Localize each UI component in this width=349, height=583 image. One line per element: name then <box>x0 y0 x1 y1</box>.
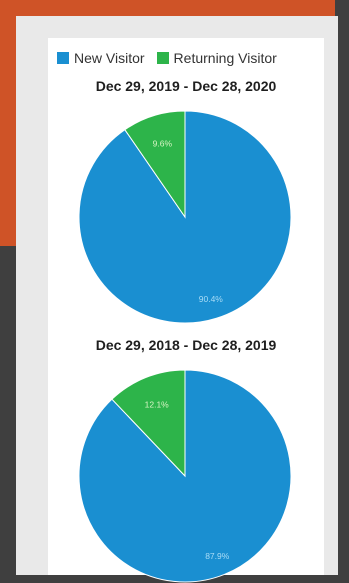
legend: New Visitor Returning Visitor <box>57 48 319 68</box>
slice-label-new-visitor: 90.4% <box>199 294 224 304</box>
slice-label-new-visitor: 87.9% <box>205 551 230 561</box>
slice-label-returning-visitor: 9.6% <box>153 138 173 148</box>
slice-label-returning-visitor: 12.1% <box>145 399 170 409</box>
pie-slice-returning-visitor[interactable] <box>111 369 186 478</box>
chart-title-2018-2019: Dec 29, 2018 - Dec 28, 2019 <box>95 337 277 353</box>
pie-chart-2019-2020: 90.4% 9.6% <box>78 110 292 324</box>
legend-item-returning-visitor[interactable]: Returning Visitor <box>156 50 277 66</box>
legend-item-new-visitor[interactable]: New Visitor <box>57 50 145 66</box>
pie-chart-2018-2019: 87.9% 12.1% <box>78 369 292 583</box>
chart-title-2019-2020: Dec 29, 2019 - Dec 28, 2020 <box>95 78 277 94</box>
legend-swatch-returning-visitor <box>156 52 169 64</box>
chart-card: New Visitor Returning Visitor Dec 29, 20… <box>48 38 324 583</box>
pie-slice-returning-visitor[interactable] <box>124 110 186 219</box>
legend-label-new-visitor: New Visitor <box>74 50 145 66</box>
legend-label-returning-visitor: Returning Visitor <box>173 50 277 66</box>
legend-swatch-new-visitor <box>57 52 69 64</box>
